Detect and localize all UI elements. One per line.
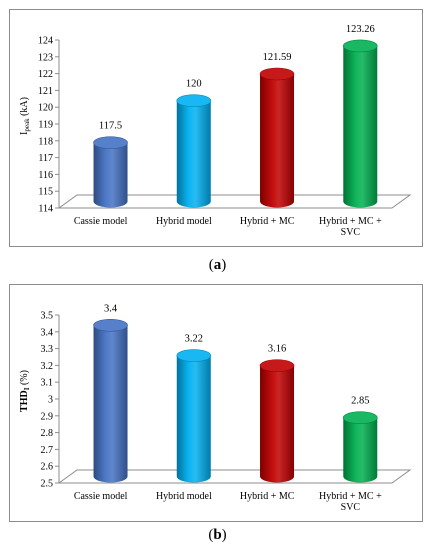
bar-body	[176, 100, 211, 208]
bar-top	[176, 94, 212, 107]
y-tick-label: 118	[38, 136, 53, 147]
data-label: 121.59	[263, 52, 292, 63]
y-tick-label: 2.5	[41, 479, 54, 490]
bar	[93, 318, 128, 483]
bar	[342, 39, 378, 208]
y-tick-label: 121	[38, 86, 53, 97]
y-axis-label-sub: I	[23, 387, 31, 390]
data-label: 3.22	[185, 334, 203, 345]
chart-panel-a: 114 115 116 117 118 119 120 121 122 123 124 Ipeak (…	[9, 9, 423, 247]
bar	[176, 94, 212, 208]
data-label: 3.4	[104, 303, 118, 314]
caption-a-label: a	[213, 257, 222, 273]
y-tick-label: 122	[38, 69, 53, 80]
category-label: SVC	[341, 502, 361, 513]
caption-b-label: b	[213, 527, 222, 543]
bar	[342, 411, 378, 483]
y-tick-label: 3.2	[41, 361, 54, 372]
chart-panel-b: 2.5 2.6 2.7 2.8 2.9 3 3.1 3.2 3.3 3.4 3.5 THDI (%) 3…	[9, 284, 423, 522]
y-tick-label: 119	[38, 120, 53, 131]
y-tick-label: 3.5	[41, 311, 54, 322]
y-tick-label: 3.1	[41, 378, 54, 389]
category-label: Cassie model	[74, 491, 128, 502]
bar-body	[93, 142, 128, 208]
category-label: SVC	[341, 227, 361, 238]
chart-a-svg: 114 115 116 117 118 119 120 121 122 123 124 Ipeak (…	[19, 24, 412, 238]
y-axis-label: Ipeak (kA)	[19, 97, 31, 135]
y-tick-label: 2.8	[41, 428, 54, 439]
category-label: Hybrid + MC +	[319, 216, 382, 227]
category-label: Cassie model	[74, 216, 128, 227]
y-tick-label: 123	[38, 52, 53, 63]
y-tick-label: 3.4	[41, 327, 54, 338]
bar	[93, 136, 128, 208]
data-label: 120	[186, 79, 202, 90]
y-tick-label: 116	[38, 170, 53, 181]
y-tick-label: 3.3	[41, 344, 54, 355]
y-tick-label: 120	[38, 103, 53, 114]
y-axis-label: THDI (%)	[19, 370, 31, 412]
bar-top	[342, 39, 378, 53]
y-tick-label: 117	[38, 153, 53, 164]
bar-body	[176, 355, 211, 483]
category-label: Hybrid + MC	[240, 491, 295, 502]
chart-floor	[57, 469, 412, 484]
category-label: Hybrid model	[156, 216, 212, 227]
bar-top	[93, 318, 128, 332]
data-label: 123.26	[346, 24, 375, 35]
bar-body	[260, 365, 295, 483]
caption-a: (a)	[208, 257, 227, 273]
y-tick-label: 3	[48, 395, 53, 406]
y-tick-label: 2.6	[41, 462, 54, 473]
caption-b: (b)	[208, 527, 227, 543]
y-axis-label-unit: (kA)	[19, 97, 30, 118]
bar-body	[93, 325, 128, 483]
category-label: Hybrid + MC	[240, 216, 295, 227]
y-tick-label: 2.9	[41, 411, 54, 422]
bar-top	[176, 349, 212, 362]
bar-top	[259, 359, 295, 372]
y-tick-label: 115	[38, 187, 53, 198]
chart-floor	[57, 194, 412, 209]
category-label: Hybrid model	[156, 491, 212, 502]
y-axis-label-sub: peak	[23, 118, 31, 132]
bar-top	[259, 67, 295, 81]
bar-top	[93, 136, 128, 149]
y-tick-label: 2.7	[41, 445, 54, 456]
category-label: Hybrid + MC +	[319, 491, 382, 502]
data-label: 117.5	[99, 121, 122, 132]
chart-b-svg: 2.5 2.6 2.7 2.8 2.9 3 3.1 3.2 3.3 3.4 3.5 THDI (%) 3…	[19, 303, 412, 513]
bar	[259, 67, 295, 208]
bar-body	[343, 45, 378, 208]
data-label: 2.85	[351, 396, 369, 407]
bar	[176, 349, 212, 483]
y-axis-label-unit: (%)	[19, 370, 30, 388]
y-axis-label-main: THD	[19, 390, 30, 412]
bar-top	[342, 411, 378, 424]
y-tick-label: 114	[38, 204, 53, 215]
bar	[259, 359, 295, 483]
data-label: 3.16	[268, 344, 286, 355]
y-axis-label-main: I	[19, 132, 30, 135]
y-tick-label: 124	[38, 36, 53, 47]
bar-body	[260, 73, 295, 208]
bar-body	[343, 417, 378, 483]
